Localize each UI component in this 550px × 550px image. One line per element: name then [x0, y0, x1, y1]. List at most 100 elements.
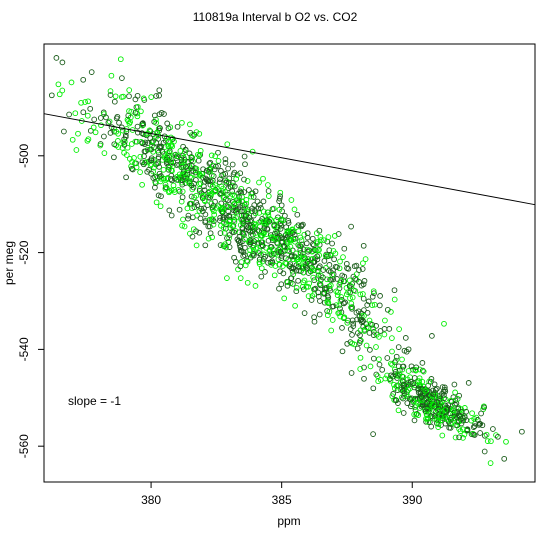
- data-point: [224, 141, 231, 148]
- data-point: [330, 271, 337, 278]
- data-point: [217, 191, 224, 198]
- data-point: [217, 176, 223, 183]
- data-point: [460, 435, 466, 441]
- data-point: [358, 319, 365, 325]
- data-point: [153, 120, 159, 126]
- data-point: [248, 193, 254, 200]
- data-point: [150, 138, 157, 144]
- data-point: [229, 161, 236, 168]
- data-point: [260, 243, 266, 249]
- data-point: [166, 188, 173, 195]
- data-point: [391, 287, 398, 294]
- data-point: [162, 181, 169, 188]
- data-point: [283, 234, 290, 241]
- data-point: [270, 250, 277, 257]
- data-point: [244, 178, 251, 184]
- data-point: [447, 416, 454, 423]
- data-point: [203, 176, 210, 183]
- data-point: [414, 411, 420, 417]
- data-point: [363, 321, 370, 327]
- data-point: [177, 148, 184, 154]
- data-point: [156, 92, 162, 99]
- data-point: [301, 255, 307, 261]
- data-point: [126, 93, 132, 100]
- data-point: [321, 299, 328, 306]
- data-point: [161, 111, 167, 117]
- x-tick-label: 385: [272, 493, 292, 507]
- data-point: [188, 155, 195, 161]
- data-point: [103, 114, 109, 121]
- data-point: [274, 230, 281, 236]
- data-point: [420, 368, 427, 375]
- data-point: [260, 198, 267, 205]
- data-point: [376, 356, 382, 363]
- data-point: [293, 267, 300, 274]
- data-point: [334, 292, 341, 299]
- data-point: [363, 342, 370, 349]
- data-point: [324, 312, 331, 319]
- data-point: [501, 455, 508, 462]
- data-point: [142, 148, 149, 155]
- y-tick-label: -520: [17, 240, 31, 264]
- data-point: [140, 95, 147, 102]
- data-point: [407, 378, 414, 385]
- data-point: [247, 247, 253, 254]
- data-point: [366, 317, 373, 324]
- data-point: [119, 75, 125, 81]
- data-point: [210, 221, 217, 228]
- plot-frame: [43, 43, 536, 483]
- data-point: [220, 242, 227, 249]
- data-point: [329, 240, 335, 247]
- data-point: [188, 157, 195, 164]
- data-point: [483, 431, 490, 438]
- data-point: [365, 298, 372, 305]
- data-point: [295, 222, 302, 229]
- data-point: [399, 356, 405, 363]
- data-point: [197, 173, 204, 179]
- data-point: [381, 331, 388, 338]
- data-point: [326, 267, 332, 274]
- data-point: [162, 184, 169, 191]
- data-point: [286, 248, 292, 254]
- data-point: [277, 193, 283, 200]
- data-point: [170, 182, 177, 189]
- data-point: [285, 256, 292, 263]
- data-point: [369, 321, 376, 328]
- data-point: [202, 242, 209, 249]
- data-point: [231, 183, 238, 190]
- data-point: [231, 169, 238, 176]
- data-point: [346, 277, 353, 284]
- data-point: [212, 163, 219, 170]
- data-point: [269, 206, 276, 212]
- data-point: [106, 118, 113, 125]
- data-point: [205, 223, 212, 230]
- data-point: [478, 410, 484, 417]
- data-point: [222, 160, 229, 166]
- data-point: [129, 165, 135, 172]
- data-point: [154, 130, 161, 136]
- data-point: [341, 300, 347, 307]
- data-point: [262, 253, 268, 260]
- data-point: [419, 360, 426, 366]
- data-point: [140, 120, 146, 126]
- data-point: [295, 260, 302, 267]
- data-point: [313, 240, 320, 247]
- data-point: [59, 59, 66, 66]
- data-point: [205, 235, 212, 242]
- data-point: [303, 240, 310, 247]
- data-point: [129, 159, 135, 165]
- data-point: [208, 152, 215, 159]
- data-point: [321, 290, 328, 296]
- data-point: [139, 122, 146, 129]
- data-point: [277, 189, 284, 196]
- data-point: [304, 265, 310, 271]
- data-point: [182, 170, 188, 176]
- data-point: [336, 302, 343, 309]
- data-point: [251, 238, 257, 244]
- data-point: [247, 239, 254, 246]
- data-point: [340, 254, 346, 260]
- data-point: [411, 417, 418, 424]
- data-point: [451, 381, 458, 388]
- data-point: [174, 123, 181, 130]
- data-point: [300, 279, 307, 286]
